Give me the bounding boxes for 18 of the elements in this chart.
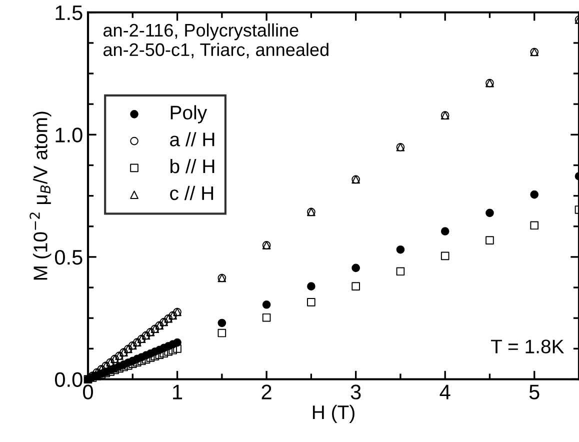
x-axis-title: H (T) [312,404,354,424]
legend-label: b // H [170,158,214,174]
legend-label: c // H [170,186,214,200]
x-tick-label: 4 [440,384,450,400]
annotation: an-2-116, Polycrystalline an-2-50-c1, Triarc, annealed [104,23,328,58]
y-tick-label: 0.0 [55,372,82,387]
annotation: T = 1.8K [491,340,564,354]
y-axis-title: M (10$^{−2}$ μ$_{B}$/V atom) [30,112,52,280]
legend-label: Poly [170,105,208,124]
y-tick-label: 1.0 [56,128,82,142]
legend-label: a // H [170,132,214,146]
x-tick-label: 3 [350,384,361,400]
x-tick-label: 1 [173,384,182,400]
x-tick-label: 5 [529,384,540,400]
y-tick-label: 1.5 [56,6,82,20]
x-tick-label: 2 [262,384,272,400]
y-tick-label: 0.5 [55,250,82,265]
x-tick-label: 0 [83,384,93,400]
